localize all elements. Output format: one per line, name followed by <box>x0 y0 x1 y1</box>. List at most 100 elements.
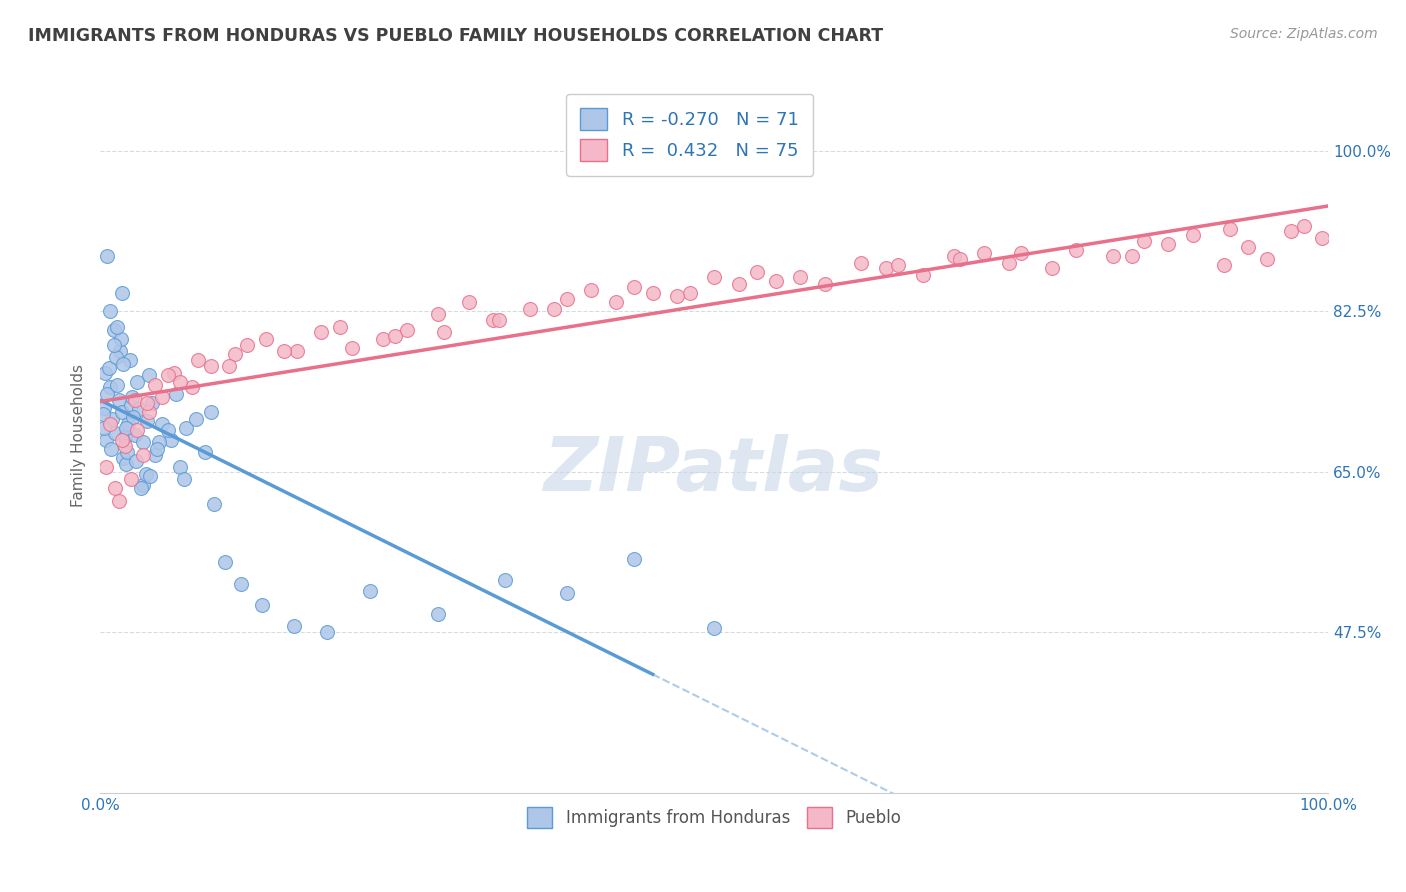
Point <box>1010 246 1032 260</box>
Point <box>1279 225 1302 239</box>
Point <box>101 411 124 425</box>
Point <box>115 458 138 472</box>
Point <box>111 433 134 447</box>
Point <box>93 401 115 415</box>
Point <box>165 386 187 401</box>
Point <box>98 304 121 318</box>
Point <box>581 283 603 297</box>
Point <box>104 481 127 495</box>
Point <box>129 481 152 495</box>
Point <box>973 246 995 260</box>
Point <box>125 375 148 389</box>
Point <box>115 444 138 458</box>
Point <box>200 405 222 419</box>
Point <box>96 433 118 447</box>
Point <box>187 352 209 367</box>
Point <box>949 252 972 266</box>
Point <box>316 625 339 640</box>
Point <box>96 249 118 263</box>
Point <box>121 390 143 404</box>
Point <box>135 414 157 428</box>
Point <box>94 366 117 380</box>
Point <box>98 380 121 394</box>
Point <box>641 285 664 300</box>
Point <box>117 417 139 431</box>
Point <box>887 259 910 273</box>
Point <box>169 460 191 475</box>
Point <box>100 442 122 456</box>
Point <box>120 398 142 412</box>
Point <box>457 295 479 310</box>
Point <box>156 368 179 383</box>
Legend: Immigrants from Honduras, Pueblo: Immigrants from Honduras, Pueblo <box>520 801 908 834</box>
Text: IMMIGRANTS FROM HONDURAS VS PUEBLO FAMILY HOUSEHOLDS CORRELATION CHART: IMMIGRANTS FROM HONDURAS VS PUEBLO FAMIL… <box>28 27 883 45</box>
Point <box>111 285 134 300</box>
Point <box>309 326 332 340</box>
Point <box>426 607 449 621</box>
Point <box>169 375 191 389</box>
Point <box>111 405 134 419</box>
Point <box>942 249 965 263</box>
Text: ZIPatlas: ZIPatlas <box>544 434 884 508</box>
Point <box>519 301 541 316</box>
Point <box>98 417 121 431</box>
Point <box>703 270 725 285</box>
Point <box>174 420 197 434</box>
Point <box>160 433 183 447</box>
Point <box>236 338 259 352</box>
Point <box>1212 259 1234 273</box>
Point <box>875 261 897 276</box>
Point <box>125 454 148 468</box>
Point <box>105 377 128 392</box>
Point <box>285 343 308 358</box>
Point <box>494 573 516 587</box>
Point <box>103 338 125 352</box>
Point <box>1121 249 1143 263</box>
Point <box>91 407 114 421</box>
Point <box>555 586 578 600</box>
Point <box>156 424 179 438</box>
Point <box>911 268 934 282</box>
Point <box>789 270 811 285</box>
Point <box>112 357 135 371</box>
Point <box>543 301 565 316</box>
Point <box>97 361 120 376</box>
Point <box>96 386 118 401</box>
Point <box>107 393 129 408</box>
Point <box>120 472 142 486</box>
Point <box>384 329 406 343</box>
Point <box>132 478 155 492</box>
Point <box>273 343 295 358</box>
Point <box>666 288 689 302</box>
Point <box>851 255 873 269</box>
Point <box>814 277 837 291</box>
Point <box>114 439 136 453</box>
Point <box>224 347 246 361</box>
Point <box>115 420 138 434</box>
Point <box>678 285 700 300</box>
Point <box>623 551 645 566</box>
Point <box>135 467 157 481</box>
Point <box>200 359 222 374</box>
Point <box>105 319 128 334</box>
Point <box>93 420 115 434</box>
Point <box>340 341 363 355</box>
Point <box>173 472 195 486</box>
Point <box>139 469 162 483</box>
Point <box>1237 240 1260 254</box>
Point <box>703 621 725 635</box>
Point <box>218 359 240 374</box>
Y-axis label: Family Households: Family Households <box>72 364 86 507</box>
Point <box>359 583 381 598</box>
Point <box>193 444 215 458</box>
Point <box>145 442 167 456</box>
Point <box>124 393 146 408</box>
Point <box>998 255 1021 269</box>
Point <box>605 295 627 310</box>
Point <box>1040 261 1063 276</box>
Point <box>1133 234 1156 248</box>
Point <box>181 380 204 394</box>
Point <box>433 326 456 340</box>
Point <box>482 313 505 327</box>
Point <box>138 368 160 383</box>
